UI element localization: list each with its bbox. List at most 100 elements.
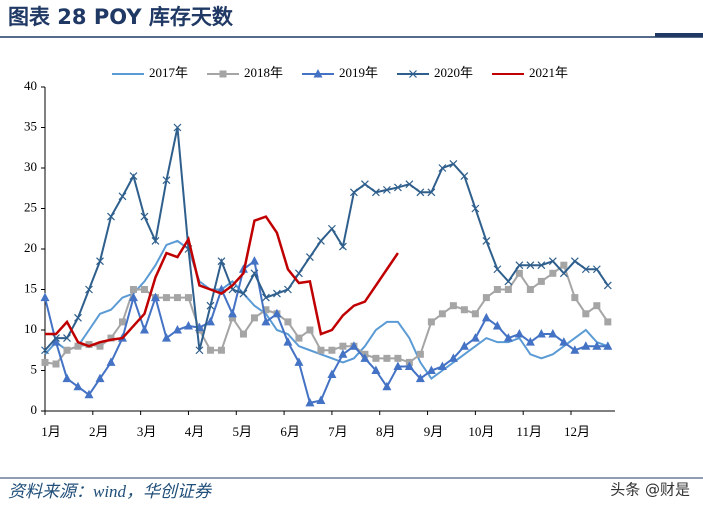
x-tick-label: 5月 [233, 424, 253, 439]
marker [262, 306, 270, 314]
marker [283, 337, 293, 346]
x-tick-label: 10月 [468, 424, 494, 439]
marker [140, 286, 148, 293]
x-tick-label: 7月 [328, 424, 348, 439]
marker [74, 342, 82, 350]
marker [371, 365, 381, 374]
series-line [44, 127, 609, 351]
y-tick-label: 30 [24, 159, 37, 174]
marker [427, 188, 436, 197]
marker [227, 308, 237, 318]
marker [570, 257, 579, 266]
marker [327, 224, 336, 233]
marker [581, 341, 591, 350]
marker [239, 330, 247, 338]
marker [328, 346, 336, 354]
x-tick-label: 8月 [376, 424, 396, 439]
x-tick-label: 2月 [89, 424, 109, 439]
marker [536, 329, 546, 338]
marker [129, 286, 137, 293]
marker [217, 257, 226, 266]
marker [504, 277, 513, 286]
marker [327, 369, 337, 379]
marker [73, 381, 83, 391]
marker [416, 188, 425, 197]
marker [63, 346, 71, 354]
marker [294, 269, 303, 278]
marker [492, 320, 502, 330]
marker [603, 281, 612, 290]
page-title: 图表 28 POY 库存天数 [8, 5, 234, 29]
marker [372, 354, 380, 362]
legend-label: 2019年 [339, 65, 378, 80]
marker [183, 320, 193, 330]
marker [96, 257, 104, 266]
marker [549, 269, 557, 277]
marker [404, 361, 414, 370]
marker [74, 313, 82, 322]
marker [526, 286, 534, 293]
marker [161, 333, 171, 342]
marker [570, 345, 580, 354]
marker [151, 236, 160, 245]
legend-marker [409, 70, 417, 78]
marker [459, 341, 469, 350]
marker [560, 261, 568, 269]
marker [482, 236, 491, 245]
marker [515, 261, 524, 270]
marker [382, 381, 392, 391]
marker [63, 334, 71, 343]
marker [162, 176, 171, 185]
marker [449, 160, 458, 168]
series-line [44, 259, 608, 405]
marker [128, 292, 138, 302]
marker [239, 289, 248, 298]
marker [162, 294, 170, 302]
marker [40, 292, 50, 302]
marker [52, 334, 60, 343]
marker [548, 257, 557, 266]
marker [382, 185, 391, 194]
marker [294, 357, 304, 366]
marker [272, 308, 282, 318]
marker [537, 261, 546, 270]
marker [317, 346, 325, 354]
marker [349, 188, 358, 197]
marker [571, 294, 579, 302]
marker [283, 285, 292, 294]
marker [305, 397, 315, 407]
marker [129, 172, 138, 181]
marker [559, 337, 569, 346]
marker [383, 354, 391, 362]
marker [581, 265, 590, 274]
marker [316, 236, 325, 245]
marker [205, 316, 215, 326]
marker [394, 354, 402, 362]
marker [172, 325, 182, 334]
marker [526, 261, 535, 270]
marker [150, 292, 160, 302]
x-tick-label: 6月 [280, 424, 300, 439]
y-tick-label: 5 [31, 361, 38, 376]
marker [493, 286, 501, 293]
marker [206, 346, 214, 354]
marker [405, 180, 414, 189]
marker [339, 342, 347, 350]
watermark: 头条 @财是 [610, 481, 690, 499]
marker [525, 337, 535, 346]
marker [360, 180, 369, 189]
y-tick-label: 40 [24, 78, 37, 93]
marker [603, 341, 613, 350]
marker [349, 341, 359, 350]
marker [592, 265, 601, 274]
marker [503, 333, 513, 342]
x-tick-label: 3月 [137, 424, 157, 439]
marker [548, 329, 558, 338]
marker [206, 301, 215, 310]
marker [139, 325, 149, 334]
marker [140, 212, 149, 221]
marker [173, 294, 181, 302]
marker [437, 361, 447, 370]
marker [514, 329, 524, 338]
marker [95, 373, 105, 383]
